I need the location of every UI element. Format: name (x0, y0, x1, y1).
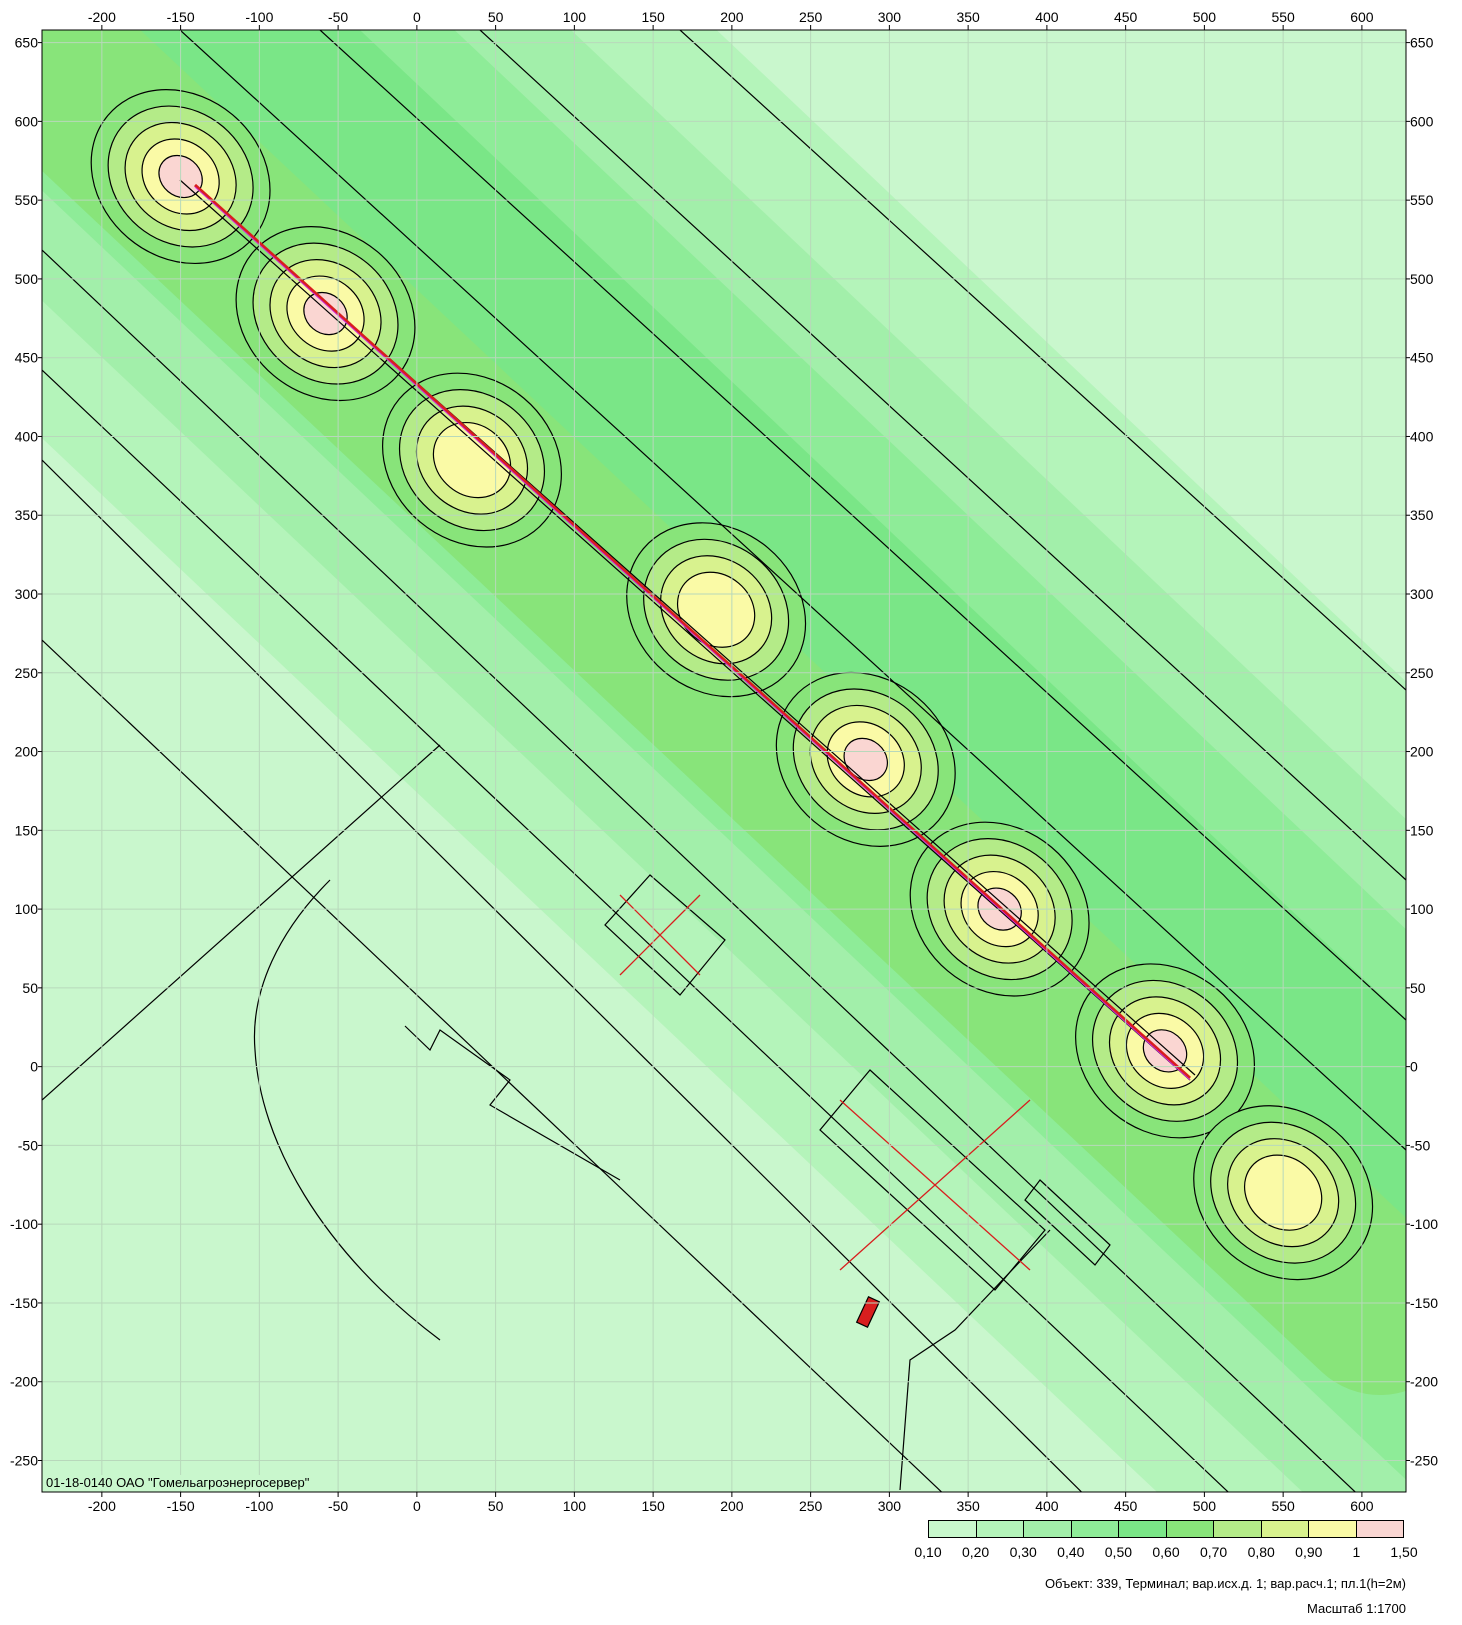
legend-label: 0,60 (1152, 1544, 1179, 1560)
organization-label: 01-18-0140 ОАО "Гомельагроэнергосервер" (44, 1475, 311, 1490)
x-tick-label-bottom: 250 (799, 1498, 823, 1514)
legend-label: 0,10 (914, 1544, 941, 1560)
y-tick-label-left: -200 (10, 1374, 38, 1390)
scale-caption: Масштаб 1:1700 (1307, 1601, 1406, 1616)
y-tick-label-left: 300 (15, 586, 39, 602)
legend-label: 1,50 (1390, 1544, 1417, 1560)
y-tick-label-right: 250 (1410, 665, 1434, 681)
x-tick-label-top: 350 (956, 9, 980, 25)
legend-swatch (1167, 1521, 1215, 1537)
y-tick-label-left: -150 (10, 1295, 38, 1311)
x-tick-label-bottom: 600 (1350, 1498, 1374, 1514)
x-tick-label-top: 550 (1271, 9, 1295, 25)
y-tick-label-right: 400 (1410, 428, 1434, 444)
x-tick-label-bottom: 550 (1271, 1498, 1295, 1514)
x-tick-label-top: 200 (720, 9, 744, 25)
object-caption: Объект: 339, Терминал; вар.исх.д. 1; вар… (1045, 1576, 1406, 1591)
x-tick-label-top: -200 (88, 9, 116, 25)
y-tick-label-right: 350 (1410, 507, 1434, 523)
legend-swatch (1309, 1521, 1357, 1537)
y-tick-label-right: 100 (1410, 901, 1434, 917)
y-tick-label-left: -100 (10, 1216, 38, 1232)
y-tick-label-left: 150 (15, 822, 39, 838)
legend-labels: 0,10 0,20 0,30 0,40 0,50 0,60 0,70 0,80 0,90 1 1,5… (910, 1544, 1430, 1562)
y-tick-label-left: 50 (22, 980, 38, 996)
y-tick-label-left: 450 (15, 350, 39, 366)
y-tick-label-left: -50 (18, 1137, 38, 1153)
y-tick-label-left: 500 (15, 271, 39, 287)
x-tick-label-top: 500 (1193, 9, 1217, 25)
y-tick-label-right: 300 (1410, 586, 1434, 602)
y-tick-label-left: 250 (15, 665, 39, 681)
x-tick-label-bottom: 200 (720, 1498, 744, 1514)
legend-swatch (1262, 1521, 1310, 1537)
y-tick-label-right: -250 (1410, 1452, 1438, 1468)
x-tick-label-bottom: 150 (641, 1498, 665, 1514)
legend-label: 0,50 (1105, 1544, 1132, 1560)
x-tick-label-bottom: 400 (1035, 1498, 1059, 1514)
x-tick-label-top: -100 (245, 9, 273, 25)
x-tick-label-top: 400 (1035, 9, 1059, 25)
y-tick-label-right: 0 (1410, 1059, 1418, 1075)
legend-label: 0,90 (1295, 1544, 1322, 1560)
x-tick-label-bottom: -100 (245, 1498, 273, 1514)
y-tick-label-right: -100 (1410, 1216, 1438, 1232)
legend-label: 0,70 (1200, 1544, 1227, 1560)
x-tick-label-top: 450 (1114, 9, 1138, 25)
y-tick-label-right: 200 (1410, 744, 1434, 760)
legend-swatch (1357, 1521, 1404, 1537)
x-tick-label-bottom: 100 (563, 1498, 587, 1514)
y-tick-label-right: 600 (1410, 113, 1434, 129)
y-tick-label-left: 550 (15, 192, 39, 208)
x-tick-label-bottom: -50 (328, 1498, 348, 1514)
y-tick-label-right: 50 (1410, 980, 1426, 996)
legend-label: 0,30 (1010, 1544, 1037, 1560)
x-tick-label-top: 150 (641, 9, 665, 25)
x-tick-label-bottom: 450 (1114, 1498, 1138, 1514)
y-tick-label-right: 500 (1410, 271, 1434, 287)
y-tick-label-right: 550 (1410, 192, 1434, 208)
legend-swatch (1214, 1521, 1262, 1537)
y-tick-label-right: 450 (1410, 350, 1434, 366)
x-tick-label-bottom: 350 (956, 1498, 980, 1514)
x-tick-label-bottom: -150 (167, 1498, 195, 1514)
x-tick-label-top: 250 (799, 9, 823, 25)
x-tick-label-bottom: -200 (88, 1498, 116, 1514)
y-tick-label-left: -250 (10, 1452, 38, 1468)
x-tick-label-top: 50 (488, 9, 504, 25)
y-tick-label-right: 650 (1410, 35, 1434, 51)
x-tick-label-top: -50 (328, 9, 348, 25)
y-tick-label-left: 200 (15, 744, 39, 760)
legend-swatch (1024, 1521, 1072, 1537)
legend-swatch (1119, 1521, 1167, 1537)
x-tick-label-top: 100 (563, 9, 587, 25)
x-tick-label-top: 0 (413, 9, 421, 25)
y-tick-label-right: 150 (1410, 822, 1434, 838)
y-tick-label-left: 350 (15, 507, 39, 523)
x-tick-label-bottom: 500 (1193, 1498, 1217, 1514)
legend-label: 0,40 (1057, 1544, 1084, 1560)
legend-label: 1 (1352, 1544, 1360, 1560)
y-tick-label-right: -150 (1410, 1295, 1438, 1311)
y-tick-label-left: 600 (15, 113, 39, 129)
y-tick-label-left: 0 (30, 1059, 38, 1075)
x-tick-label-top: 300 (878, 9, 902, 25)
color-legend (928, 1520, 1404, 1538)
x-tick-label-top: 600 (1350, 9, 1374, 25)
y-tick-label-left: 100 (15, 901, 39, 917)
y-tick-label-left: 650 (15, 35, 39, 51)
x-tick-label-bottom: 300 (878, 1498, 902, 1514)
y-tick-label-right: -200 (1410, 1374, 1438, 1390)
x-tick-label-bottom: 50 (488, 1498, 504, 1514)
y-tick-label-right: -50 (1410, 1137, 1430, 1153)
x-tick-label-bottom: 0 (413, 1498, 421, 1514)
x-tick-label-top: -150 (167, 9, 195, 25)
y-tick-label-left: 400 (15, 428, 39, 444)
legend-swatch (1072, 1521, 1120, 1537)
legend-label: 0,80 (1248, 1544, 1275, 1560)
legend-swatch (929, 1521, 977, 1537)
legend-label: 0,20 (962, 1544, 989, 1560)
legend-swatch (977, 1521, 1025, 1537)
